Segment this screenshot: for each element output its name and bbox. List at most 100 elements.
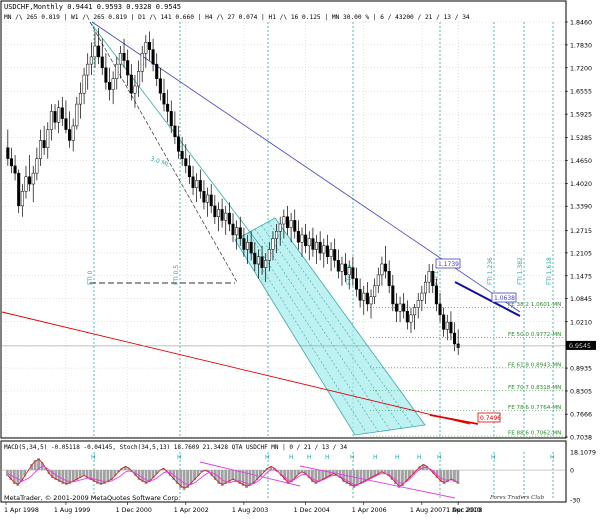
candle (278, 216, 282, 246)
candle-body (93, 45, 97, 58)
candle (235, 220, 239, 250)
candle (405, 300, 409, 330)
candle (354, 267, 359, 297)
macd-bar (109, 470, 113, 481)
candle (49, 104, 53, 141)
red-trend-line (1, 311, 471, 425)
candle-body (115, 63, 119, 79)
macd-bar (286, 470, 290, 485)
candle (275, 224, 279, 254)
candle-body (140, 52, 144, 72)
candle-body (423, 281, 428, 294)
candle-body (354, 278, 359, 290)
candle (402, 293, 406, 319)
candle-body (347, 267, 351, 276)
candle-body (24, 176, 28, 192)
candle-body (442, 314, 446, 330)
candle-body (365, 292, 369, 305)
candle-body (351, 267, 355, 279)
stoch-signal-line (7, 465, 455, 485)
candle (17, 169, 21, 214)
candle (20, 184, 24, 217)
y-tick-label: 1.0845 (570, 296, 592, 303)
macd-bar (78, 470, 82, 479)
candle-body (191, 176, 195, 188)
candle-body (97, 45, 101, 58)
candle (115, 56, 119, 90)
macd-bar (40, 462, 44, 471)
macd-bar (82, 470, 86, 477)
regression-channel (89, 21, 426, 436)
candle-body (260, 256, 264, 268)
candle-body (391, 285, 395, 305)
candle (329, 242, 333, 272)
candle-body (453, 332, 457, 345)
candle (93, 31, 97, 68)
candle-body (242, 238, 246, 250)
watermark-text: Forex Traders Club (489, 495, 545, 501)
candle (434, 278, 438, 312)
candle-body (315, 241, 319, 250)
candle-body (231, 223, 235, 236)
candle (191, 165, 195, 195)
candle-body (224, 212, 228, 221)
price-box-label: 1.0638 (494, 295, 515, 302)
macd-bar (307, 470, 311, 479)
macd-bar (241, 470, 245, 487)
candles-series (6, 27, 460, 355)
candle (35, 147, 39, 181)
indicator-tick-label: 0 (570, 468, 574, 475)
candle (431, 263, 435, 294)
candle (9, 147, 13, 174)
candle (126, 49, 130, 86)
candle-body (405, 310, 409, 323)
macd-bar (175, 470, 179, 485)
candle (311, 227, 315, 257)
macd-bar (352, 470, 356, 489)
candle (256, 249, 260, 279)
candle-body (35, 158, 39, 174)
candle (420, 285, 424, 312)
time-axis: 1 Apr 1998 1 Aug 1999 1 Dec 2000 1 Apr 2002… (4, 502, 482, 514)
candle-body (336, 260, 340, 272)
candle-body (271, 238, 275, 250)
fibo-marker: H (395, 454, 400, 461)
candle (409, 307, 413, 334)
y-tick-label: 0.8935 (570, 366, 592, 373)
candle (151, 38, 155, 72)
macd-bar (342, 470, 345, 483)
candle-body (438, 303, 442, 316)
x-tick-label: 1 Aug 1999 (54, 507, 90, 514)
macd-bar (376, 470, 380, 475)
macd-bar (33, 460, 37, 471)
candle (365, 282, 369, 312)
candle (423, 274, 428, 304)
candle-body (296, 231, 300, 243)
candle (282, 209, 286, 239)
stoch-trend-line-2 (299, 465, 456, 499)
candle (340, 256, 344, 286)
candle (224, 205, 228, 235)
symbol-header: USDCHF,Monthly 0.9441 0.9593 0.9328 0.95… (4, 3, 181, 11)
candle (307, 231, 311, 261)
price-box-label: 1.1739 (438, 261, 459, 268)
macd-bar (75, 470, 79, 481)
candle-body (413, 307, 417, 316)
candle (271, 231, 275, 261)
candle-body (118, 52, 122, 65)
y-tick-label: 1.4020 (570, 181, 592, 188)
fibo-time-label: FTI 1.618 (546, 257, 553, 285)
candle-body (176, 136, 181, 152)
x-tick-label: 1 Apr 2010 (446, 507, 481, 514)
candle-body (387, 270, 391, 287)
macd-bar (141, 470, 144, 483)
candle-body (100, 56, 104, 69)
macd-stoch-indicator: 18.1079 0 -30 (2, 450, 596, 505)
macd-bar (383, 470, 387, 475)
candle-body (122, 52, 126, 61)
candle-body (195, 180, 199, 188)
candle-body (249, 241, 253, 254)
macd-bar (224, 470, 228, 485)
fibo-marker: H (417, 454, 422, 461)
stoch-trend-line (199, 461, 301, 487)
